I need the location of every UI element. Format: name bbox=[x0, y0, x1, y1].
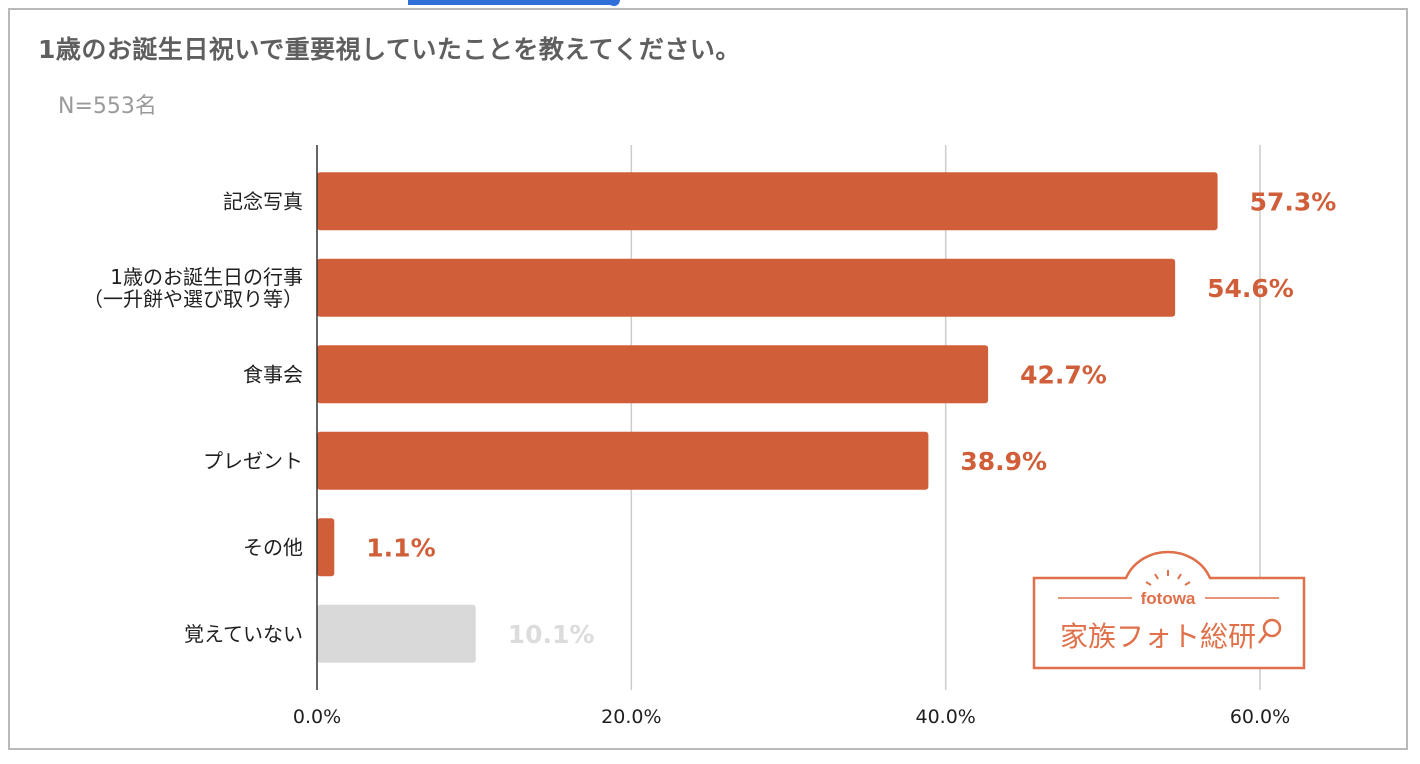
value-label: 38.9% bbox=[960, 447, 1047, 476]
category-label: （一升餅や選び取り等） bbox=[83, 287, 303, 311]
bar bbox=[317, 258, 1176, 317]
top-tab-indicator bbox=[408, 0, 614, 5]
value-label: 42.7% bbox=[1020, 360, 1107, 389]
value-label: 57.3% bbox=[1250, 187, 1337, 216]
bar bbox=[317, 431, 929, 490]
bar bbox=[317, 172, 1218, 231]
fotowa-logo: fotowa 家族フォト総研 bbox=[1032, 550, 1306, 670]
category-label: 食事会 bbox=[243, 362, 303, 386]
top-tab-tip bbox=[608, 0, 620, 6]
magnifier-icon bbox=[1258, 618, 1282, 644]
category-label: 記念写真 bbox=[223, 189, 303, 213]
logo-brand: fotowa bbox=[1141, 589, 1196, 608]
chart-title: 1歳のお誕生日祝いで重要視していたことを教えてください。 bbox=[38, 35, 741, 64]
x-tick-label: 0.0% bbox=[293, 706, 341, 728]
bars bbox=[317, 172, 1218, 663]
logo-sparkle-icon bbox=[1145, 570, 1191, 586]
value-label: 54.6% bbox=[1207, 274, 1294, 303]
bar bbox=[317, 604, 476, 663]
category-label: その他 bbox=[243, 535, 303, 559]
x-tick-label: 20.0% bbox=[601, 706, 661, 728]
logo-text: 家族フォト総研 bbox=[1060, 620, 1256, 653]
chart-subtitle: N=553名 bbox=[58, 94, 157, 119]
x-tick-label: 60.0% bbox=[1230, 706, 1290, 728]
value-labels: 57.3% 54.6% 42.7% 38.9% 1.1% 10.1% bbox=[366, 187, 1336, 649]
value-label: 10.1% bbox=[508, 620, 595, 649]
x-tick-labels: 0.0% 20.0% 40.0% 60.0% bbox=[293, 706, 1290, 728]
category-label: 覚えていない bbox=[184, 622, 303, 646]
x-tick-label: 40.0% bbox=[915, 706, 975, 728]
bar bbox=[317, 518, 335, 577]
category-labels: 記念写真 1歳のお誕生日の行事（一升餅や選び取り等） 食事会プレゼントその他覚えてい… bbox=[83, 189, 303, 646]
category-label: 1歳のお誕生日の行事 bbox=[110, 265, 303, 289]
bar bbox=[317, 345, 989, 404]
value-label: 1.1% bbox=[366, 533, 435, 562]
category-label: プレゼント bbox=[203, 449, 303, 473]
